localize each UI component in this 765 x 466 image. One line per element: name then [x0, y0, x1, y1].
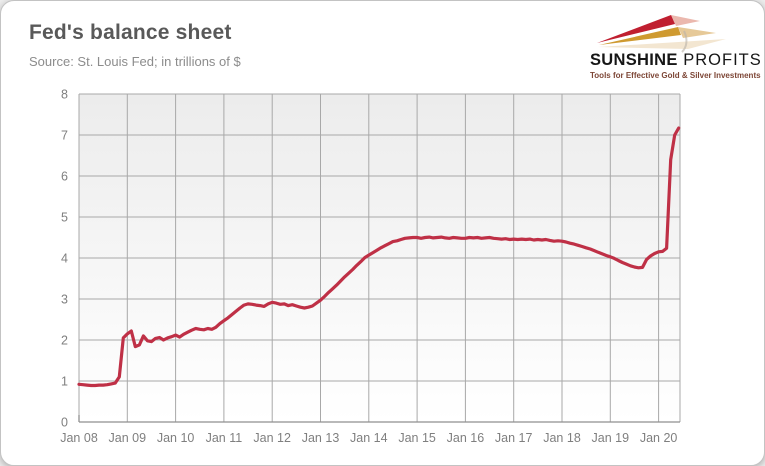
chart-source: Source: St. Louis Fed; in trillions of $ — [29, 54, 241, 69]
x-tick-label: Jan 13 — [302, 431, 340, 445]
logo-ray-tan-echo — [678, 27, 716, 38]
logo-brand: SUNSHINE PROFITS — [590, 51, 761, 70]
logo-ray-hook — [681, 30, 688, 53]
logo-ray-pale — [598, 39, 726, 49]
x-tick-label: Jan 15 — [398, 431, 436, 445]
x-tick-label: Jan 18 — [543, 431, 581, 445]
y-tick-label: 0 — [61, 416, 68, 430]
logo-brand-bold: SUNSHINE — [590, 51, 678, 69]
logo-ray-red — [597, 15, 675, 43]
x-tick-label: Jan 12 — [253, 431, 291, 445]
x-tick-label: Jan 17 — [495, 431, 533, 445]
logo-brand-light: PROFITS — [677, 51, 762, 69]
logo-ray-pink-echo — [671, 15, 700, 26]
x-tick-label: Jan 20 — [640, 431, 678, 445]
y-tick-label: 6 — [61, 170, 68, 184]
x-tick-label: Jan 16 — [447, 431, 485, 445]
x-tick-label: Jan 09 — [109, 431, 147, 445]
logo-rays-icon — [597, 15, 726, 53]
x-tick-label: Jan 19 — [592, 431, 630, 445]
y-tick-label: 2 — [61, 334, 68, 348]
plot-area: 0 1 2 3 4 5 6 7 8 Jan 08 Jan 09 Jan 10 Jan 11 Jan 12 J… — [60, 88, 681, 445]
y-tick-label: 7 — [61, 129, 68, 143]
y-tick-label: 1 — [61, 375, 68, 389]
x-tick-label: Jan 10 — [157, 431, 195, 445]
y-tick-label: 8 — [61, 88, 68, 102]
chart-header: Fed's balance sheet Source: St. Louis Fe… — [29, 21, 241, 69]
sunshine-profits-logo: SUNSHINE PROFITS Tools for Effective Gol… — [590, 9, 761, 80]
y-tick-label: 4 — [61, 252, 68, 266]
x-tick-label: Jan 11 — [206, 431, 243, 445]
logo-ray-gold — [599, 27, 681, 45]
x-tick-label: Jan 08 — [60, 431, 98, 445]
fed-balance-line — [77, 126, 681, 388]
x-tick-label: Jan 14 — [350, 431, 388, 445]
chart-title: Fed's balance sheet — [29, 21, 232, 44]
logo-tagline: Tools for Effective Gold & Silver Invest… — [590, 71, 761, 80]
y-tick-label: 3 — [61, 293, 68, 307]
y-tick-label: 5 — [61, 211, 68, 225]
